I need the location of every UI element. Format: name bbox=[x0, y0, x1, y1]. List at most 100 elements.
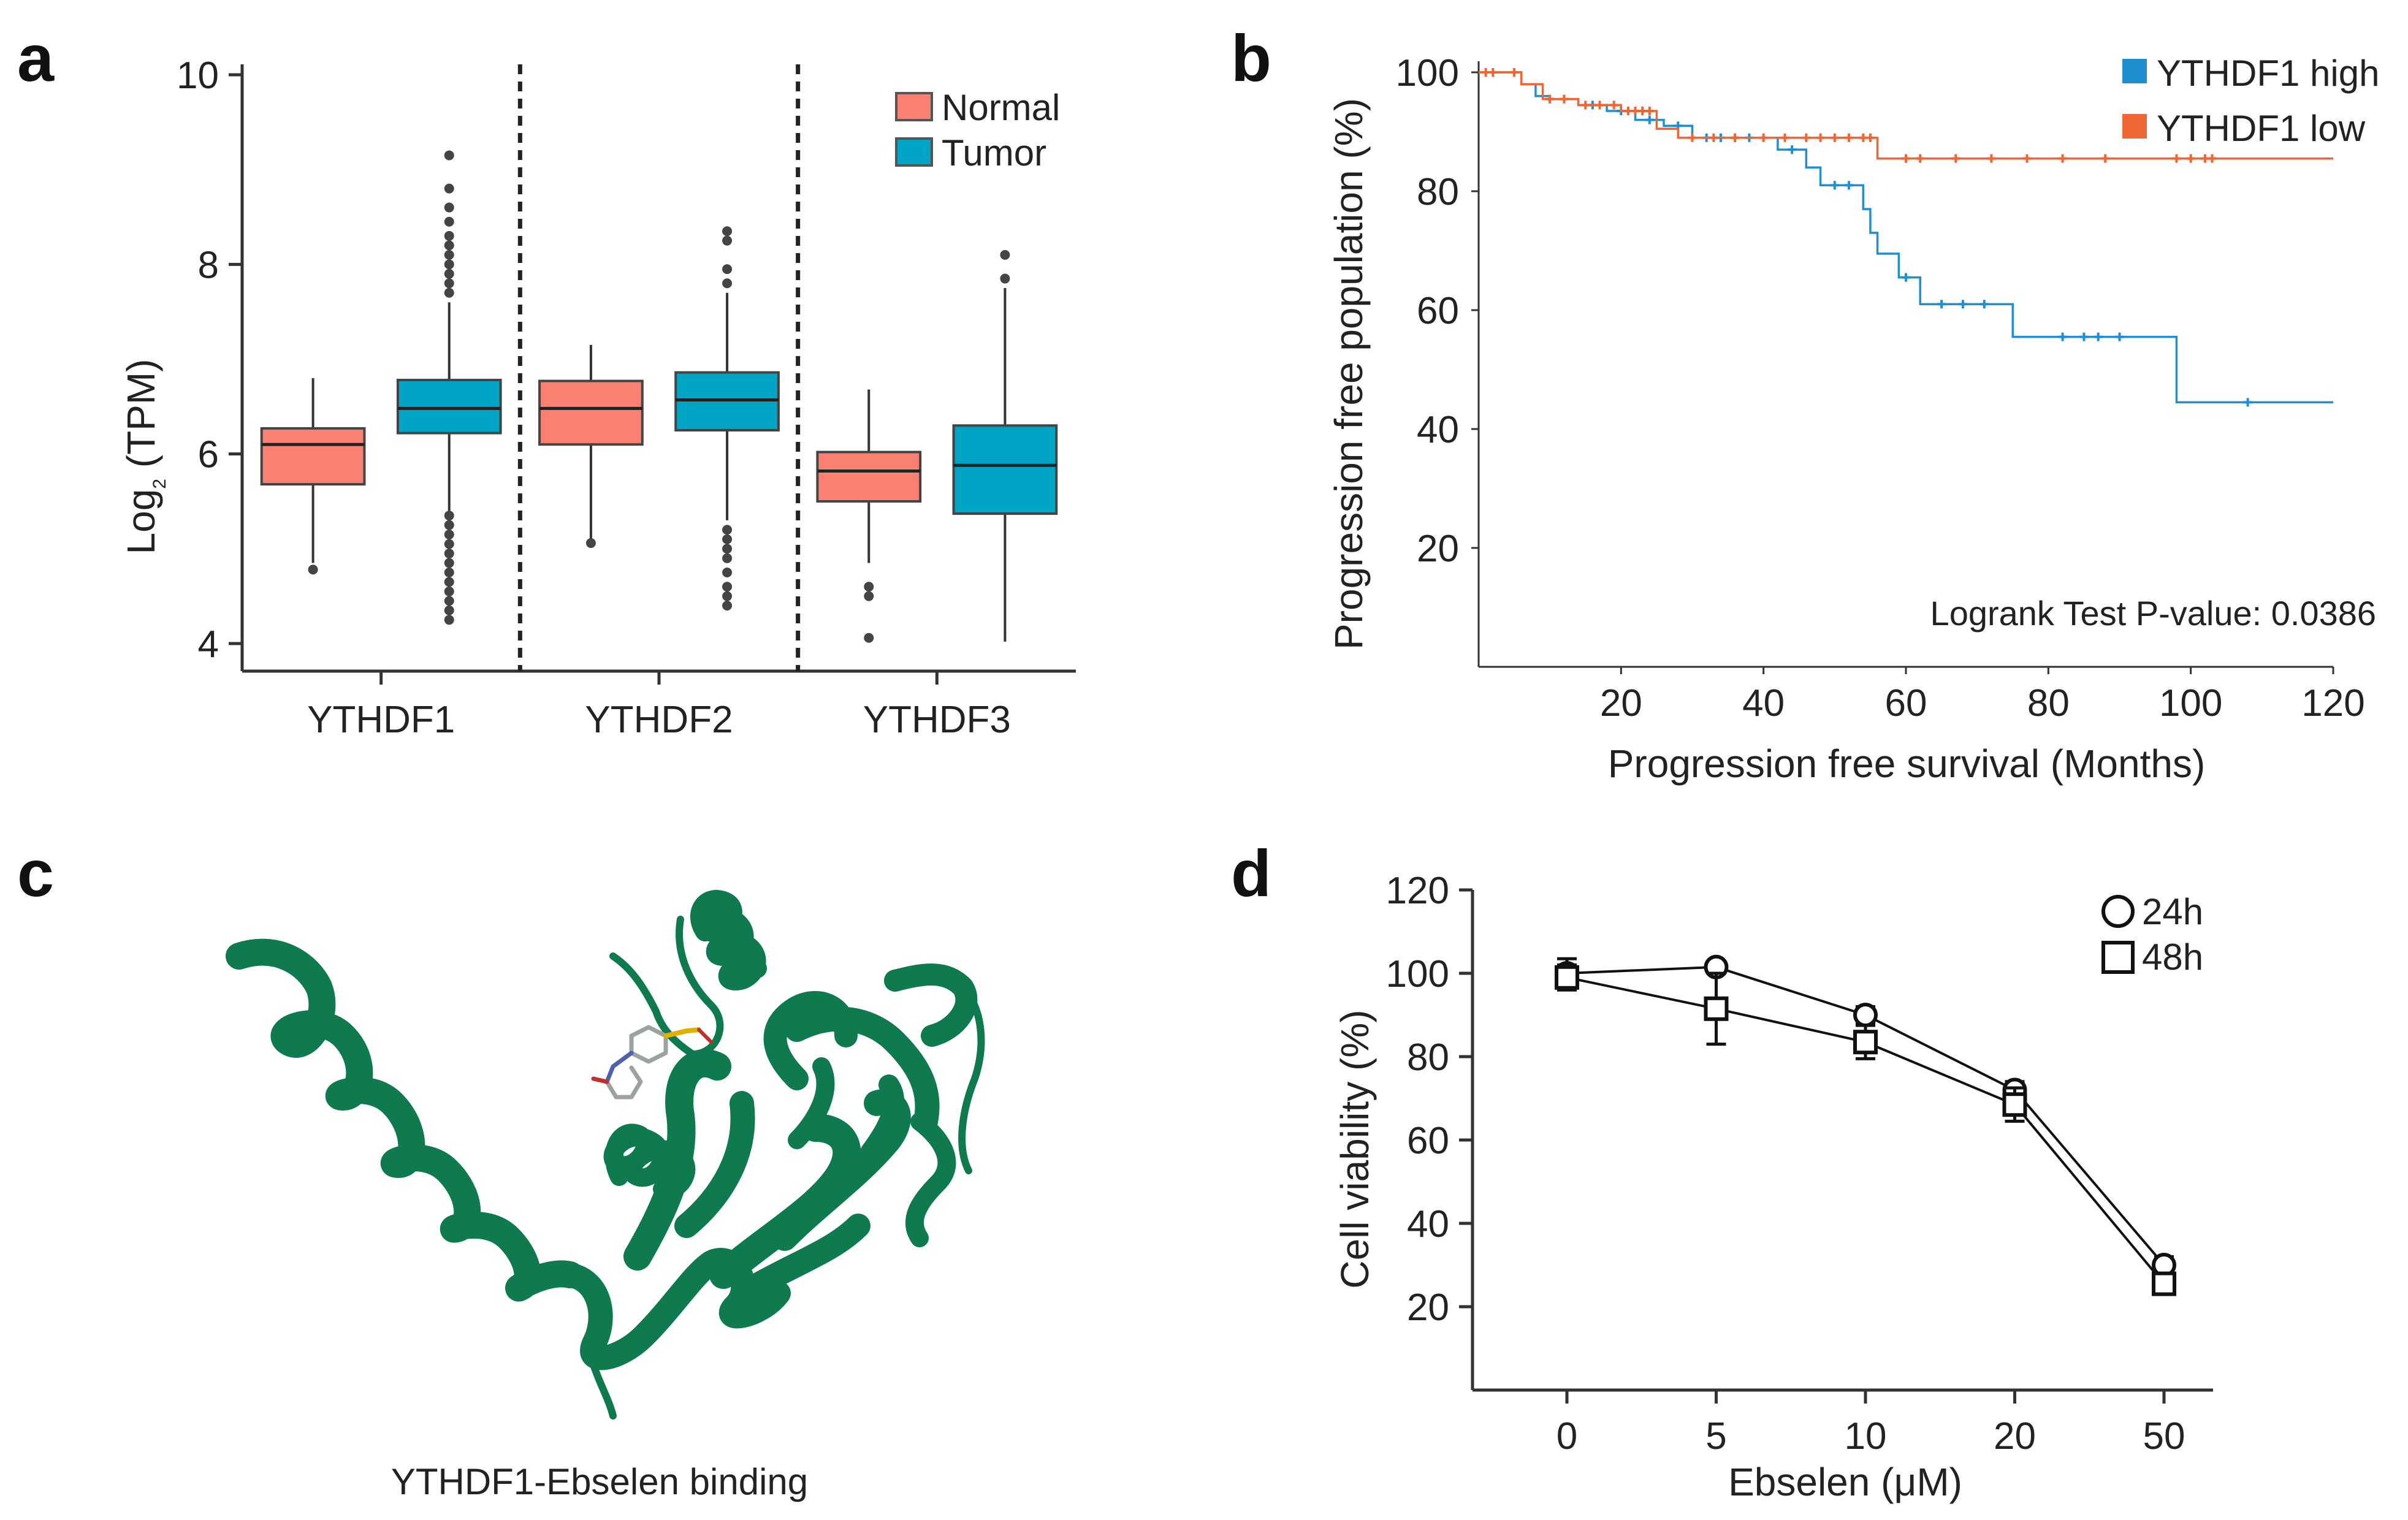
km-censor-mark-ythdf1-low bbox=[1802, 133, 1811, 142]
km-censor-mark-ythdf1-high bbox=[1645, 115, 1654, 124]
logrank-annotation: Logrank Test P-value: 0.0386 bbox=[1930, 594, 2376, 633]
panel-b-legend: YTHDF1 high YTHDF1 low bbox=[2122, 53, 2379, 149]
panel-d-x-tick-label: 5 bbox=[1705, 1415, 1726, 1457]
legend-swatch-tumor bbox=[895, 137, 933, 167]
point-48h bbox=[2152, 1271, 2176, 1296]
box-tumor-ythdf1-outlier bbox=[444, 530, 454, 540]
km-censor-mark-ythdf1-low bbox=[1731, 133, 1740, 142]
panel-a-boxplot: 4 6 8 10 YTHDF1 YTHDF2 YTHDF3 Log2 (TPM) Norma… bbox=[119, 55, 1076, 741]
panel-a-y-tick-label: 4 bbox=[198, 623, 219, 666]
panel-b-y-axis-title: Progression free population (%) bbox=[1327, 98, 1371, 650]
km-censor-mark-ythdf1-low bbox=[1545, 94, 1555, 104]
km-curve-ythdf1-low bbox=[1479, 71, 2333, 160]
box-normal-ythdf3-outlier bbox=[864, 582, 874, 592]
panel-a-y-tick-label: 10 bbox=[177, 55, 219, 97]
legend-label-ythdf1-low: YTHDF1 low bbox=[2157, 108, 2366, 149]
box-tumor-ythdf1-outlier bbox=[444, 240, 454, 251]
km-censor-mark-ythdf1-low bbox=[2208, 154, 2217, 163]
box-tumor-ythdf1-outlier bbox=[444, 596, 454, 606]
box-tumor-ythdf1-outlier bbox=[444, 216, 454, 227]
ebselen-ligand bbox=[591, 1025, 713, 1100]
box-tumor-ythdf2-outlier bbox=[722, 264, 733, 275]
panel-b-x-tick-label: 80 bbox=[2027, 682, 2070, 724]
box-tumor-ythdf2-outlier bbox=[722, 235, 733, 246]
box-tumor-ythdf2-outlier bbox=[722, 226, 733, 237]
box-tumor-ythdf1-outlier bbox=[444, 230, 454, 241]
legend-label-tumor: Tumor bbox=[942, 132, 1046, 173]
box-tumor-ythdf1-outlier bbox=[444, 249, 454, 260]
panel-d-x-tick-label: 0 bbox=[1556, 1415, 1577, 1457]
panel-b-x-tick-label: 20 bbox=[1600, 682, 1642, 724]
km-censor-mark-ythdf1-low bbox=[1916, 154, 1925, 163]
box-tumor-ythdf1-outlier bbox=[444, 615, 454, 625]
km-censor-mark-ythdf1-high bbox=[1830, 181, 1839, 190]
panel-b-y-tick-label: 40 bbox=[1417, 409, 1459, 451]
legend-swatch-ythdf1-low bbox=[2122, 114, 2147, 139]
panel-b-x-tick-label: 120 bbox=[2301, 682, 2364, 724]
box-normal-ythdf1 bbox=[260, 427, 366, 486]
panel-letter-c: c bbox=[17, 836, 54, 910]
panel-d-y-axis-title: Cell viability (%) bbox=[1333, 1009, 1377, 1288]
protein-ribbon-illustration bbox=[226, 890, 985, 1419]
km-censor-mark-ythdf1-low bbox=[1510, 68, 1519, 77]
point-24h bbox=[1853, 1003, 1878, 1027]
km-censor-mark-ythdf1-low bbox=[1645, 107, 1654, 116]
panel-b-km-plot: 20 40 60 80 100 20 40 60 80 100 120 Progression fr… bbox=[1327, 52, 2379, 786]
km-censor-mark-ythdf1-high bbox=[2243, 398, 2252, 407]
panel-a-y-axis-title: Log2 (TPM) bbox=[119, 359, 170, 555]
panel-a-y-title-sub: 2 bbox=[150, 479, 170, 489]
km-censor-mark-ythdf1-low bbox=[2058, 154, 2067, 163]
km-censor-mark-ythdf1-low bbox=[1865, 133, 1875, 142]
panel-b-x-axis-title: Progression free survival (Months) bbox=[1608, 742, 2206, 786]
km-censor-mark-ythdf1-low bbox=[1780, 133, 1789, 142]
box-tumor-ythdf2-outlier bbox=[722, 582, 733, 592]
box-tumor-ythdf1-outlier bbox=[444, 520, 454, 530]
km-censor-mark-ythdf1-low bbox=[2172, 154, 2181, 163]
box-tumor-ythdf1-outlier bbox=[444, 549, 454, 559]
panel-a-y-title-unit: (TPM) bbox=[119, 359, 163, 479]
panel-d-plot-area: 20 40 60 80 100 120 0 5 10 20 50 bbox=[1386, 870, 2213, 1457]
box-tumor-ythdf1 bbox=[396, 379, 502, 435]
panel-d-x-axis-title: Ebselen (μM) bbox=[1728, 1460, 1962, 1504]
panel-c-protein-structure: YTHDF1-Ebselen binding bbox=[226, 890, 985, 1502]
panel-letter-a: a bbox=[17, 21, 55, 95]
legend-marker-48h bbox=[2101, 941, 2135, 974]
panel-d-x-tick-label: 20 bbox=[1994, 1415, 2036, 1457]
point-48h bbox=[1555, 965, 1579, 990]
km-censor-mark-ythdf1-high bbox=[1937, 300, 1946, 309]
panel-d-y-tick-label: 60 bbox=[1407, 1120, 1449, 1162]
panel-b-y-tick-label: 60 bbox=[1417, 290, 1459, 332]
box-tumor-ythdf3-outlier bbox=[1000, 249, 1010, 260]
km-censor-mark-ythdf1-low bbox=[1987, 154, 1996, 163]
km-censor-mark-ythdf1-low bbox=[1816, 133, 1825, 142]
km-censor-mark-ythdf1-high bbox=[1902, 273, 1910, 282]
box-tumor-ythdf3-outlier bbox=[1000, 273, 1010, 284]
legend-swatch-ythdf1-high bbox=[2122, 59, 2147, 83]
km-censor-mark-ythdf1-low bbox=[1595, 101, 1604, 110]
panel-d-x-tick-label: 50 bbox=[2143, 1415, 2185, 1457]
km-censor-mark-ythdf1-low bbox=[1902, 154, 1910, 163]
panel-d-legend: 24h 48h bbox=[2101, 891, 2203, 978]
panel-b-x-tick-label: 40 bbox=[1742, 682, 1785, 724]
km-censor-mark-ythdf1-high bbox=[1845, 181, 1854, 190]
panel-d-y-tick-label: 20 bbox=[1407, 1286, 1449, 1329]
km-censor-mark-ythdf1-low bbox=[1609, 101, 1618, 110]
box-tumor-ythdf2-outlier bbox=[722, 601, 733, 611]
box-tumor-ythdf1-outlier bbox=[444, 278, 454, 289]
legend-label-ythdf1-high: YTHDF1 high bbox=[2157, 53, 2379, 94]
panel-a-y-tick-label: 6 bbox=[198, 434, 219, 476]
legend-label-normal: Normal bbox=[942, 87, 1060, 128]
box-tumor-ythdf2-outlier bbox=[722, 544, 733, 554]
km-censor-mark-ythdf1-low bbox=[1759, 133, 1768, 142]
panel-a-y-tick-label: 8 bbox=[198, 244, 219, 286]
km-censor-mark-ythdf1-high bbox=[1788, 145, 1797, 154]
box-tumor-ythdf1-outlier bbox=[444, 511, 454, 521]
km-censor-mark-ythdf1-high bbox=[2115, 332, 2124, 341]
km-censor-mark-ythdf1-low bbox=[1845, 133, 1854, 142]
panel-a-x-tick-label-ythdf2: YTHDF2 bbox=[585, 699, 733, 741]
legend-label-24h: 24h bbox=[2142, 891, 2203, 932]
panel-letter-d: d bbox=[1231, 836, 1271, 910]
box-tumor-ythdf1-outlier bbox=[444, 287, 454, 298]
panel-c-caption: YTHDF1-Ebselen binding bbox=[391, 1461, 808, 1502]
km-censor-mark-ythdf1-high bbox=[1958, 300, 1967, 309]
